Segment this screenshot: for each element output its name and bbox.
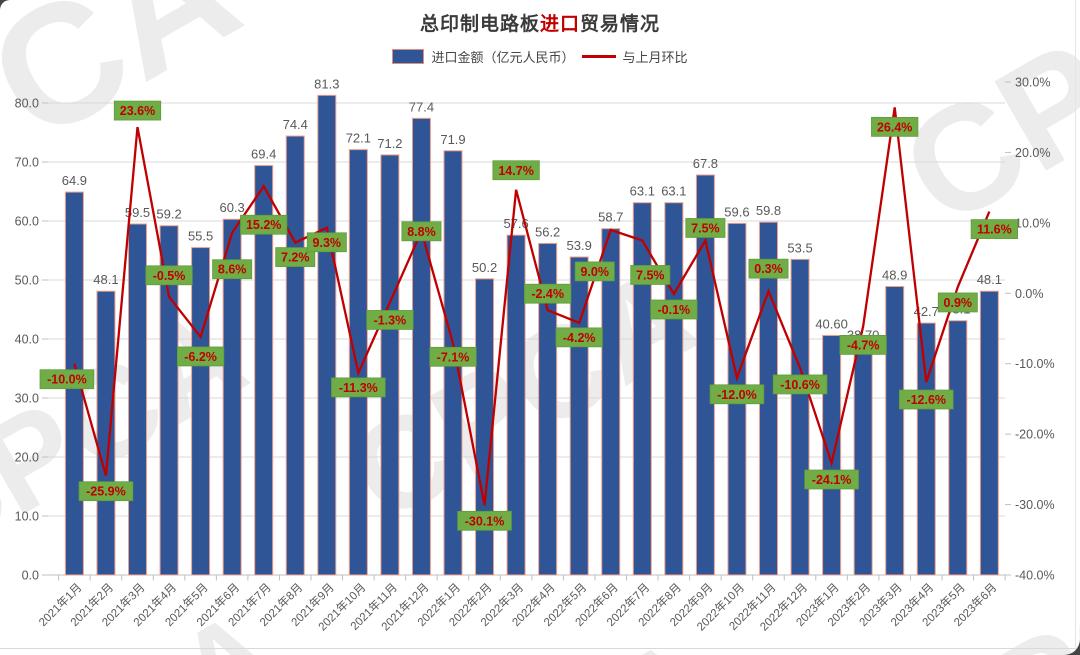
svg-text:0.0%: 0.0% bbox=[1015, 287, 1044, 301]
svg-text:-25.9%: -25.9% bbox=[86, 485, 126, 499]
page-title: 总印制电路板进口贸易情况 bbox=[0, 9, 1080, 36]
svg-text:-20.0%: -20.0% bbox=[1015, 428, 1055, 442]
svg-text:10.0%: 10.0% bbox=[1015, 216, 1050, 230]
svg-text:-40.0%: -40.0% bbox=[1015, 569, 1055, 583]
svg-text:15.2%: 15.2% bbox=[246, 218, 281, 232]
svg-text:-0.5%: -0.5% bbox=[153, 269, 186, 283]
svg-text:59.8: 59.8 bbox=[756, 203, 781, 218]
svg-text:-24.1%: -24.1% bbox=[812, 473, 852, 487]
svg-text:56.2: 56.2 bbox=[535, 224, 560, 239]
page-right-divider bbox=[1075, 0, 1076, 655]
svg-text:55.5: 55.5 bbox=[188, 229, 213, 244]
svg-text:-0.1%: -0.1% bbox=[658, 303, 691, 317]
legend-line-label: 与上月环比 bbox=[622, 50, 688, 65]
svg-text:63.1: 63.1 bbox=[630, 184, 655, 199]
svg-text:57.6: 57.6 bbox=[503, 216, 528, 231]
chart-legend: 进口金额（亿元人民币） 与上月环比 bbox=[0, 47, 1080, 66]
svg-text:50.2: 50.2 bbox=[472, 260, 497, 275]
svg-text:-4.7%: -4.7% bbox=[847, 338, 880, 352]
legend-bar-label: 进口金额（亿元人民币） bbox=[431, 50, 575, 65]
svg-text:-4.2%: -4.2% bbox=[563, 331, 596, 345]
svg-text:9.3%: 9.3% bbox=[313, 236, 342, 250]
svg-text:81.3: 81.3 bbox=[314, 76, 339, 91]
svg-text:14.7%: 14.7% bbox=[498, 164, 533, 178]
svg-text:64.9: 64.9 bbox=[62, 173, 87, 188]
page-bottom-divider bbox=[0, 648, 1080, 649]
svg-text:20.0: 20.0 bbox=[15, 451, 39, 465]
svg-text:8.8%: 8.8% bbox=[407, 225, 436, 239]
svg-text:26.4%: 26.4% bbox=[877, 120, 912, 134]
svg-text:53.9: 53.9 bbox=[567, 238, 592, 253]
svg-text:20.0%: 20.0% bbox=[1015, 146, 1050, 160]
svg-text:72.1: 72.1 bbox=[346, 131, 371, 146]
svg-text:40.0: 40.0 bbox=[15, 333, 39, 347]
svg-text:-2.4%: -2.4% bbox=[531, 287, 564, 301]
svg-text:48.1: 48.1 bbox=[93, 272, 118, 287]
svg-text:-11.3%: -11.3% bbox=[339, 381, 378, 395]
svg-text:23.6%: 23.6% bbox=[120, 104, 155, 118]
svg-text:71.9: 71.9 bbox=[440, 132, 465, 147]
svg-text:60.0: 60.0 bbox=[15, 215, 39, 229]
svg-text:30.0%: 30.0% bbox=[1015, 76, 1050, 90]
legend-line-swatch-icon bbox=[581, 55, 616, 58]
svg-text:59.2: 59.2 bbox=[156, 207, 181, 222]
svg-text:53.5: 53.5 bbox=[787, 240, 812, 255]
svg-text:-30.1%: -30.1% bbox=[465, 514, 505, 528]
svg-text:7.5%: 7.5% bbox=[636, 268, 665, 282]
svg-text:70.0: 70.0 bbox=[15, 156, 39, 170]
legend-bar-swatch-icon bbox=[392, 49, 425, 64]
svg-text:-1.3%: -1.3% bbox=[374, 313, 407, 327]
svg-text:67.8: 67.8 bbox=[693, 156, 718, 171]
svg-text:71.2: 71.2 bbox=[377, 136, 402, 151]
title-highlight: 进口 bbox=[539, 14, 580, 35]
svg-text:11.6%: 11.6% bbox=[977, 223, 1012, 237]
svg-text:63.1: 63.1 bbox=[661, 184, 686, 199]
title-suffix: 贸易情况 bbox=[580, 14, 661, 35]
svg-text:-10.0%: -10.0% bbox=[47, 373, 87, 387]
svg-text:-12.0%: -12.0% bbox=[717, 388, 757, 402]
svg-text:40.60: 40.60 bbox=[815, 316, 848, 331]
svg-text:-12.6%: -12.6% bbox=[906, 393, 946, 407]
svg-text:69.4: 69.4 bbox=[251, 147, 276, 162]
svg-text:58.7: 58.7 bbox=[598, 210, 623, 225]
svg-text:60.3: 60.3 bbox=[219, 200, 244, 215]
svg-text:50.0: 50.0 bbox=[15, 274, 39, 288]
svg-text:74.4: 74.4 bbox=[283, 117, 308, 132]
svg-text:-30.0%: -30.0% bbox=[1015, 498, 1055, 512]
svg-text:-10.6%: -10.6% bbox=[780, 378, 820, 392]
svg-text:-10.0%: -10.0% bbox=[1015, 357, 1055, 371]
svg-text:48.9: 48.9 bbox=[882, 267, 907, 282]
svg-text:9.0%: 9.0% bbox=[581, 265, 610, 279]
svg-text:77.4: 77.4 bbox=[409, 99, 434, 114]
svg-text:7.2%: 7.2% bbox=[281, 251, 310, 265]
svg-text:-6.2%: -6.2% bbox=[184, 350, 217, 364]
svg-text:10.0: 10.0 bbox=[15, 510, 39, 524]
svg-text:8.6%: 8.6% bbox=[218, 263, 247, 277]
svg-text:-7.1%: -7.1% bbox=[437, 350, 470, 364]
svg-text:0.9%: 0.9% bbox=[944, 296, 973, 310]
chart-header: 总印制电路板进口贸易情况 进口金额（亿元人民币） 与上月环比 bbox=[0, 0, 1080, 66]
svg-text:0.0: 0.0 bbox=[22, 569, 39, 583]
svg-text:80.0: 80.0 bbox=[15, 97, 39, 111]
svg-text:7.5%: 7.5% bbox=[691, 221, 720, 235]
svg-text:59.6: 59.6 bbox=[724, 204, 749, 219]
svg-text:48.1: 48.1 bbox=[977, 272, 1002, 287]
svg-text:30.0: 30.0 bbox=[15, 392, 39, 406]
title-prefix: 总印制电路板 bbox=[419, 14, 540, 35]
svg-text:0.3%: 0.3% bbox=[754, 262, 783, 276]
svg-text:42.7: 42.7 bbox=[914, 304, 939, 319]
